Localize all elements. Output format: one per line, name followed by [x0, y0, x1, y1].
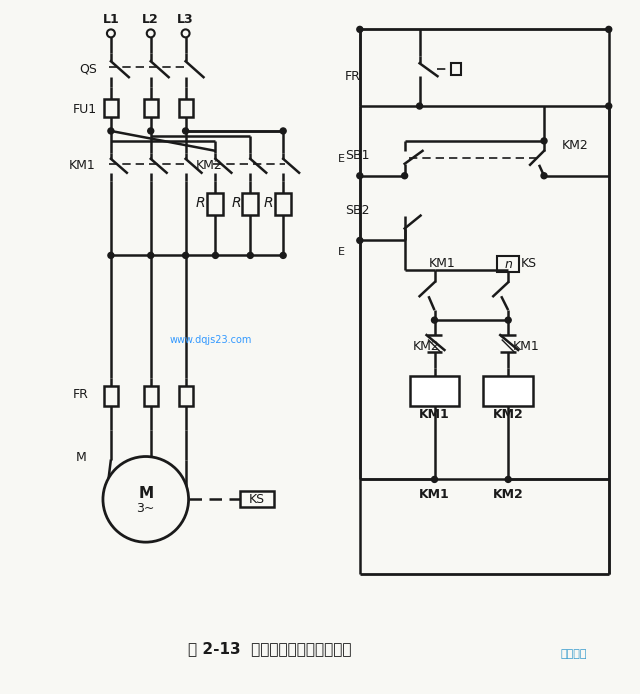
- Circle shape: [357, 173, 363, 179]
- Text: FR: FR: [73, 388, 89, 401]
- Bar: [410, 376, 460, 406]
- Text: KM2: KM2: [562, 139, 589, 153]
- Text: KS: KS: [249, 493, 266, 506]
- Bar: [207, 193, 223, 214]
- Circle shape: [247, 253, 253, 258]
- Text: 3~: 3~: [136, 502, 155, 515]
- Bar: [243, 193, 259, 214]
- Circle shape: [108, 253, 114, 258]
- Bar: [241, 491, 274, 507]
- Bar: [179, 99, 193, 117]
- Circle shape: [357, 26, 363, 33]
- Circle shape: [103, 457, 189, 542]
- Circle shape: [148, 128, 154, 134]
- Circle shape: [541, 173, 547, 179]
- Text: KM1: KM1: [429, 257, 456, 270]
- Text: QS: QS: [79, 62, 97, 76]
- Text: M: M: [138, 486, 154, 501]
- Bar: [144, 386, 157, 406]
- Text: R: R: [264, 196, 273, 210]
- Bar: [104, 386, 118, 406]
- Bar: [144, 99, 157, 117]
- Bar: [104, 99, 118, 117]
- Text: KM2: KM2: [493, 408, 524, 421]
- Bar: [451, 63, 461, 75]
- Circle shape: [280, 253, 286, 258]
- Text: L2: L2: [142, 13, 159, 26]
- Text: L3: L3: [177, 13, 194, 26]
- Circle shape: [357, 237, 363, 244]
- Circle shape: [505, 477, 511, 482]
- Circle shape: [108, 128, 114, 134]
- Text: n: n: [504, 258, 512, 271]
- Text: M: M: [76, 451, 87, 464]
- Circle shape: [431, 317, 438, 323]
- Circle shape: [402, 173, 408, 179]
- Text: E: E: [338, 154, 345, 164]
- Bar: [179, 386, 193, 406]
- Circle shape: [147, 29, 155, 37]
- Bar: [275, 193, 291, 214]
- Text: KM1: KM1: [69, 160, 96, 172]
- Circle shape: [182, 253, 189, 258]
- Text: KM1: KM1: [419, 488, 450, 501]
- Circle shape: [505, 317, 511, 323]
- Text: 图 2-13  单向反接制动的控制线路: 图 2-13 单向反接制动的控制线路: [188, 641, 352, 657]
- Circle shape: [605, 103, 612, 109]
- Text: KM1: KM1: [513, 341, 540, 353]
- Circle shape: [417, 103, 422, 109]
- Text: 电工天下: 电工天下: [561, 649, 587, 659]
- Circle shape: [431, 477, 438, 482]
- Circle shape: [148, 253, 154, 258]
- Text: KS: KS: [521, 257, 537, 270]
- Circle shape: [605, 26, 612, 33]
- Bar: [497, 256, 519, 272]
- Text: R: R: [196, 196, 205, 210]
- Text: E: E: [338, 248, 345, 257]
- Text: KM1: KM1: [419, 408, 450, 421]
- Circle shape: [280, 128, 286, 134]
- Text: SB1: SB1: [345, 149, 369, 162]
- Text: L1: L1: [102, 13, 119, 26]
- Text: KM2: KM2: [413, 341, 439, 353]
- Circle shape: [182, 128, 189, 134]
- Text: R: R: [232, 196, 241, 210]
- Circle shape: [107, 29, 115, 37]
- Text: FU1: FU1: [73, 103, 97, 115]
- Text: www.dqjs23.com: www.dqjs23.com: [170, 335, 252, 345]
- Text: FR: FR: [345, 69, 361, 83]
- Circle shape: [541, 138, 547, 144]
- Circle shape: [182, 29, 189, 37]
- Text: KM2: KM2: [493, 488, 524, 501]
- Circle shape: [212, 253, 218, 258]
- Text: KM2: KM2: [196, 160, 222, 172]
- Text: SB2: SB2: [345, 204, 369, 217]
- Bar: [483, 376, 533, 406]
